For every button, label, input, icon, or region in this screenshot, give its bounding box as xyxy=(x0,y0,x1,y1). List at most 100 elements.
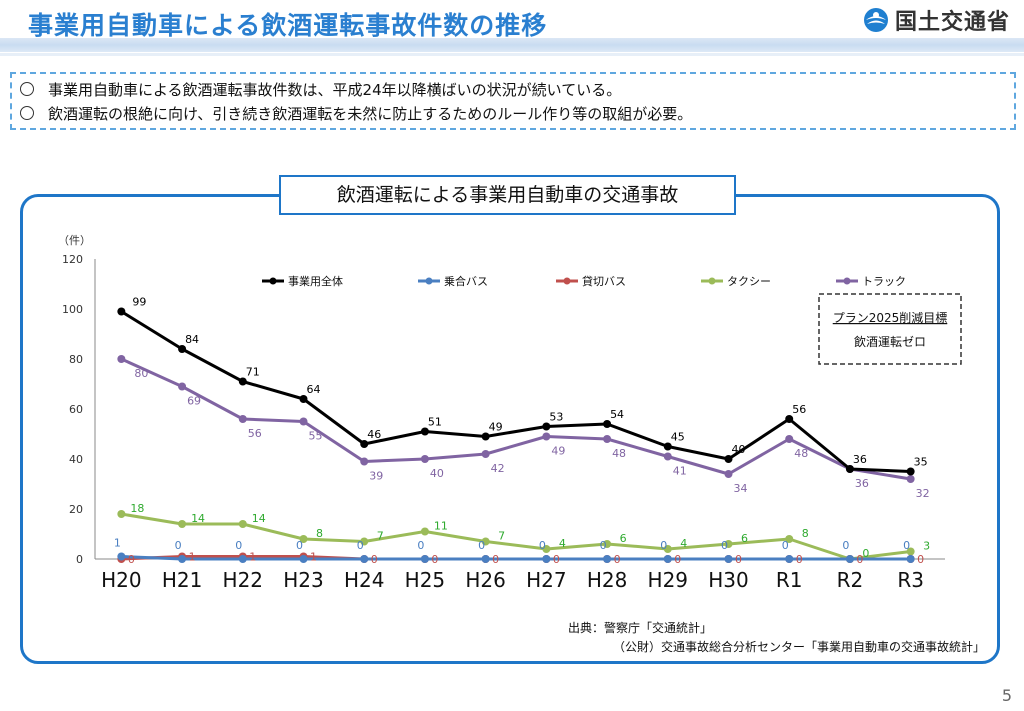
x-tick-label: H27 xyxy=(526,568,567,592)
data-label: 80 xyxy=(134,367,148,380)
data-label: 48 xyxy=(794,447,808,460)
series-line-4 xyxy=(120,357,911,481)
source-line1: 出典：警察庁「交通統計」 xyxy=(568,620,712,635)
data-label: 0 xyxy=(735,553,742,566)
legend-marker xyxy=(843,277,851,285)
data-point xyxy=(360,457,369,466)
x-tick-label: H30 xyxy=(708,568,749,592)
data-point xyxy=(178,520,187,528)
y-tick-label: 80 xyxy=(69,353,83,366)
data-label: 55 xyxy=(309,430,323,443)
data-label: 34 xyxy=(734,482,748,495)
x-tick-label: H29 xyxy=(648,568,689,592)
data-point xyxy=(360,440,369,448)
legend-marker xyxy=(563,277,571,285)
data-point xyxy=(238,415,247,423)
series-line-0 xyxy=(120,310,911,473)
legend-marker xyxy=(708,277,716,285)
data-point xyxy=(906,475,915,483)
x-tick-label: H23 xyxy=(283,568,324,592)
y-tick-label: 120 xyxy=(62,253,83,266)
data-point xyxy=(542,555,551,563)
data-point xyxy=(299,417,308,426)
x-tick-label: R1 xyxy=(776,568,803,592)
data-label: 0 xyxy=(917,553,924,566)
data-label: 0 xyxy=(674,553,681,566)
x-tick-label: H25 xyxy=(405,568,446,592)
bullet-circle-icon xyxy=(20,106,34,120)
title-underline-bar xyxy=(0,38,1024,52)
data-point xyxy=(481,432,490,441)
data-label: 0 xyxy=(842,539,849,552)
data-label: 0 xyxy=(175,539,182,552)
data-point xyxy=(603,540,612,548)
data-label: 53 xyxy=(549,411,563,424)
data-label: 3 xyxy=(923,540,930,553)
data-point xyxy=(481,450,490,458)
data-point xyxy=(663,452,672,461)
data-point xyxy=(785,415,794,423)
data-point xyxy=(360,555,369,563)
y-tick-label: 0 xyxy=(76,553,83,566)
chart-panel-title: 飲酒運転による事業用自動車の交通事故 xyxy=(279,175,736,215)
data-label: 0 xyxy=(856,553,863,566)
data-point xyxy=(542,422,551,431)
data-label: 0 xyxy=(492,553,499,566)
legend-label: 貸切バス xyxy=(582,274,626,288)
data-point xyxy=(117,552,126,561)
data-point xyxy=(906,467,915,476)
data-label: 0 xyxy=(862,547,869,560)
data-label: 0 xyxy=(721,539,728,552)
data-label: 14 xyxy=(191,512,205,525)
target-box-line2: 飲酒運転ゼロ xyxy=(854,334,926,349)
data-label: 0 xyxy=(128,553,135,566)
target-box-line1: プラン2025削減目標 xyxy=(833,310,948,325)
data-label: 8 xyxy=(316,527,323,540)
data-point xyxy=(603,435,612,443)
data-point xyxy=(785,555,794,563)
x-tick-label: H26 xyxy=(465,568,506,592)
y-tick-label: 100 xyxy=(62,303,83,316)
x-tick-label: H28 xyxy=(587,568,628,592)
data-point xyxy=(238,520,247,528)
title-underline-bar-thin xyxy=(0,53,1024,56)
data-label: 56 xyxy=(248,427,262,440)
data-label: 6 xyxy=(620,532,627,545)
legend-label: トラック xyxy=(862,275,906,288)
data-label: 0 xyxy=(235,539,242,552)
data-label: 49 xyxy=(551,445,565,458)
x-tick-label: R3 xyxy=(897,568,924,592)
bullet-circle-icon xyxy=(20,82,34,96)
data-point xyxy=(724,555,733,563)
x-tick-label: H24 xyxy=(344,568,385,592)
data-point xyxy=(785,535,794,543)
y-tick-label: 40 xyxy=(69,453,83,466)
data-label: 71 xyxy=(246,366,260,379)
data-point xyxy=(420,427,429,436)
data-label: 36 xyxy=(853,453,867,466)
legend-label: 事業用全体 xyxy=(288,274,343,288)
data-point xyxy=(299,555,308,563)
legend-marker xyxy=(269,277,277,285)
data-label: 1 xyxy=(114,537,121,550)
summary-text: 事業用自動車による飲酒運転事故件数は、平成24年以降横ばいの状況が続いている。 xyxy=(48,81,622,99)
data-label: 39 xyxy=(369,470,383,483)
data-point xyxy=(238,377,247,386)
source-line2: （公財）交通事故総合分析センター「事業用自動車の交通事故統計」 xyxy=(613,639,985,654)
data-point xyxy=(603,555,612,563)
summary-box: 事業用自動車による飲酒運転事故件数は、平成24年以降横ばいの状況が続いている。 … xyxy=(10,72,1016,130)
data-label: 56 xyxy=(792,403,806,416)
data-label: 35 xyxy=(914,456,928,469)
data-point xyxy=(238,555,247,563)
y-axis-label: （件） xyxy=(58,234,91,247)
data-label: 18 xyxy=(130,502,144,515)
data-label: 40 xyxy=(732,443,746,456)
data-label: 0 xyxy=(553,553,560,566)
data-point xyxy=(420,527,429,536)
data-point xyxy=(117,355,126,363)
summary-item: 事業用自動車による飲酒運転事故件数は、平成24年以降横ばいの状況が続いている。 xyxy=(18,78,1008,102)
data-label: 1 xyxy=(249,551,256,564)
page-number: 5 xyxy=(1001,686,1012,705)
data-label: 1 xyxy=(310,551,317,564)
data-label: 0 xyxy=(614,553,621,566)
